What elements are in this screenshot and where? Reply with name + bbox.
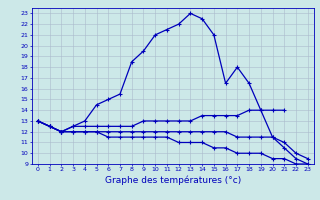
X-axis label: Graphe des températures (°c): Graphe des températures (°c) [105,175,241,185]
